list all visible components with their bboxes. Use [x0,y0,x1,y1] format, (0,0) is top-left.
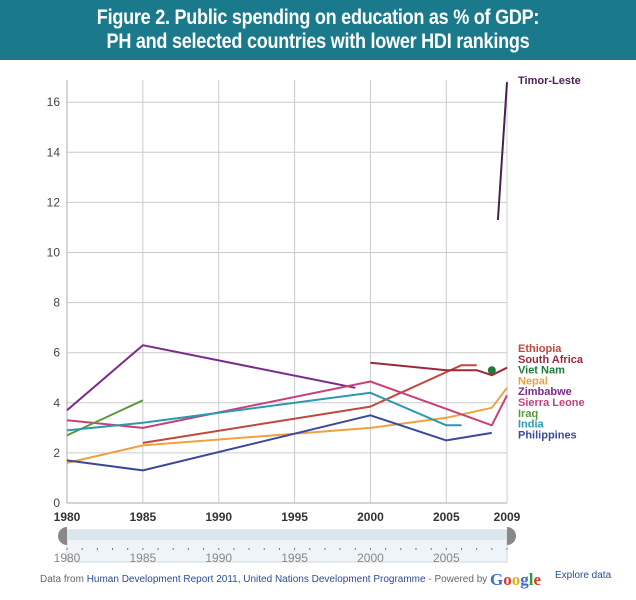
slider-handle-right [507,527,516,545]
legend-label-india: India [518,419,545,431]
x-tick-label: 1980 [54,510,81,524]
y-axis-ticks: 0 2 4 6 8 10 12 14 16 [47,95,61,510]
legend-label-ethiopia: Ethiopia [518,343,562,355]
y-tick-label: 10 [47,246,61,260]
slider-tick-label: 1995 [281,551,308,565]
time-range-slider[interactable]: 1980 1985 1990 1995 2000 2005 [54,527,516,565]
y-tick-label: 8 [53,296,60,310]
footer-prefix: Data from [40,574,87,585]
x-tick-label: 2009 [494,510,521,524]
x-tick-label: 1985 [130,510,157,524]
series-line-timor-leste [496,82,508,220]
y-tick-label: 0 [53,496,60,510]
series-line-zimbabwe [66,344,356,412]
series-line-philippines [66,414,492,472]
x-axis-ticks: 1980 1985 1990 1995 2000 2005 2009 [54,510,521,524]
legend-label-sierra-leone: Sierra Leone [518,397,585,409]
explore-data-link[interactable]: Explore data [555,570,612,581]
series-lines [66,82,508,472]
series-marker-viet-nam [487,366,496,375]
series-line-nepal [66,387,508,464]
slider-tick-label: 1980 [54,551,81,565]
x-tick-label: 2000 [357,510,384,524]
legend-label-viet-nam: Viet Nam [518,365,565,377]
slider-tick-label: 2000 [357,551,384,565]
slider-handle-left [58,527,67,545]
slider-tick-label: 2005 [433,551,460,565]
figure-title-banner: Figure 2. Public spending on education a… [0,0,636,60]
slider-tick-label: 1990 [205,551,232,565]
y-tick-label: 4 [53,396,60,410]
source-link[interactable]: Human Development Report 2011, United Na… [86,574,426,585]
grid [66,80,508,504]
legend-label-iraq: Iraq [518,408,538,420]
x-tick-label: 1995 [281,510,308,524]
y-tick-label: 14 [47,145,61,159]
y-tick-label: 6 [53,346,60,360]
series-line-ethiopia [142,364,477,444]
google-logo: Google [490,570,542,589]
footer-attribution: Data from Human Development Report 2011,… [40,570,541,590]
figure-title-line2: PH and selected countries with lower HDI… [106,30,530,53]
legend-label-philippines: Philippines [518,429,577,441]
slider-selected-range [67,530,507,540]
series-line-south-africa [370,361,508,377]
legend-label-timor-leste: Timor-Leste [518,75,581,87]
figure-title-line1: Figure 2. Public spending on education a… [96,6,540,29]
y-tick-label: 16 [47,95,61,109]
legend-label-south-africa: South Africa [518,354,584,366]
x-tick-label: 1990 [205,510,232,524]
legend-label-nepal: Nepal [518,375,548,387]
x-tick-label: 2005 [433,510,460,524]
powered-by-text: - Powered by [425,574,491,585]
series-line-india [66,391,462,432]
slider-tick-label: 1985 [130,551,157,565]
y-tick-label: 2 [53,446,60,460]
y-tick-label: 12 [47,195,61,209]
legend-label-zimbabwe: Zimbabwe [518,386,572,398]
